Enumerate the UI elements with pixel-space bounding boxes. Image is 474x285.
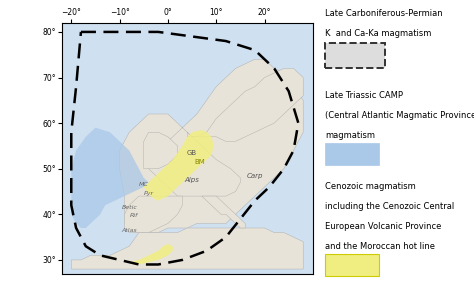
Text: Alps: Alps	[185, 177, 200, 183]
Text: Atlas: Atlas	[121, 228, 137, 233]
Text: MC: MC	[139, 182, 149, 187]
Bar	[326, 254, 379, 276]
Polygon shape	[202, 196, 245, 228]
Polygon shape	[144, 130, 214, 201]
Text: magmatism: magmatism	[326, 131, 375, 140]
Text: Cenozoic magmatism: Cenozoic magmatism	[326, 182, 416, 192]
Polygon shape	[125, 196, 182, 233]
Text: European Volcanic Province: European Volcanic Province	[326, 222, 442, 231]
Polygon shape	[144, 132, 178, 169]
Polygon shape	[129, 244, 173, 264]
Text: Carp: Carp	[246, 172, 263, 179]
Polygon shape	[119, 59, 303, 233]
Text: Betic: Betic	[121, 205, 137, 210]
Text: including the Cenozoic Central: including the Cenozoic Central	[326, 202, 455, 211]
Text: BM: BM	[194, 159, 205, 165]
Text: K  and Ca-Ka magmatism: K and Ca-Ka magmatism	[326, 28, 432, 38]
Text: Late Carboniferous-Permian: Late Carboniferous-Permian	[326, 9, 443, 18]
Text: (Central Atlantic Magmatic Province): (Central Atlantic Magmatic Province)	[326, 111, 474, 120]
Text: GB: GB	[187, 150, 197, 156]
Text: Late Triassic CAMP: Late Triassic CAMP	[326, 91, 403, 100]
Text: Pyr: Pyr	[144, 191, 154, 196]
Bar	[326, 142, 379, 165]
Polygon shape	[187, 68, 303, 141]
Bar	[326, 43, 385, 68]
Text: and the Moroccan hot line: and the Moroccan hot line	[326, 242, 436, 251]
Polygon shape	[71, 228, 303, 269]
Polygon shape	[71, 128, 148, 228]
Text: Rif: Rif	[130, 213, 138, 218]
